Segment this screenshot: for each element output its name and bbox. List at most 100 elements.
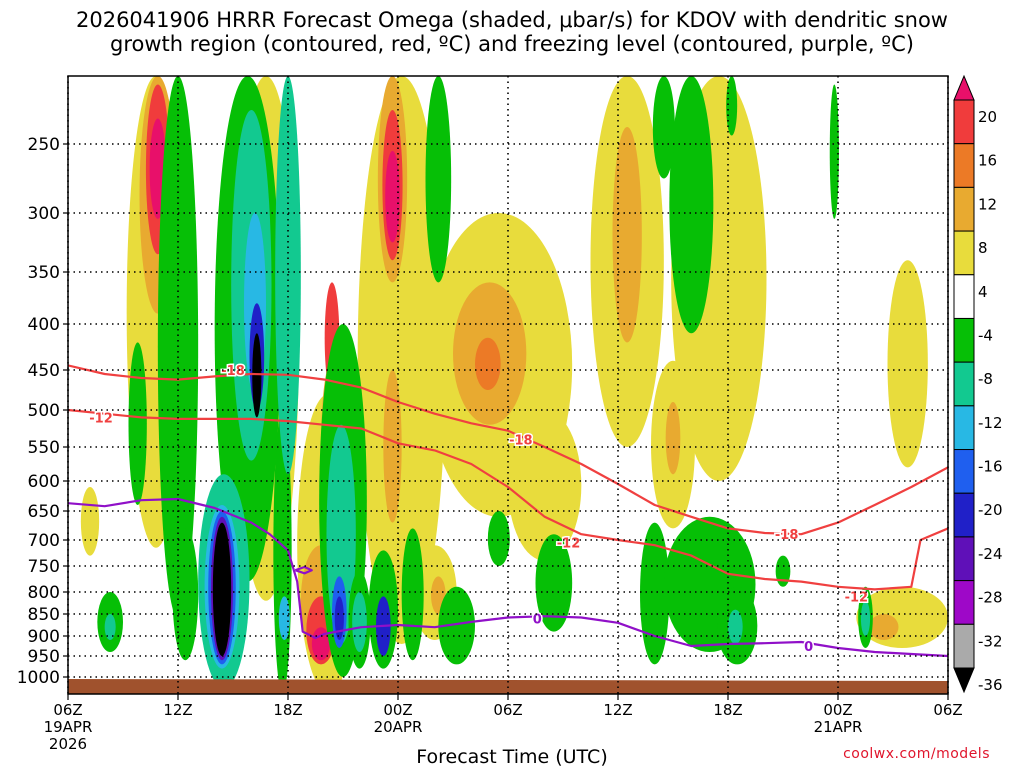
x-date-label-3-0: 20APR	[374, 718, 423, 736]
omega-region-26	[887, 260, 928, 468]
omega-region-34	[157, 76, 199, 619]
contour-label-2-1: 0	[804, 640, 813, 655]
omega-region-61	[535, 534, 573, 632]
y-tick-label-1000: 1000	[17, 668, 60, 688]
chart-title-line1: 2026041906 HRRR Forecast Omega (shaded, …	[75, 8, 948, 32]
colorbar-label-5: -4	[978, 326, 993, 344]
contour-label-0-1: -18	[509, 434, 533, 449]
y-tick-label-850: 850	[28, 605, 60, 625]
omega-region-62	[640, 522, 670, 665]
x-tick-label-5: 12Z	[603, 701, 632, 719]
omega-region-32	[104, 614, 116, 640]
colorbar-label-3: 8	[978, 239, 988, 257]
omega-region-22	[612, 127, 642, 343]
contour-label-1-2: -12	[845, 590, 869, 605]
x-tick-label-1: 12Z	[163, 701, 192, 719]
omega-region-67	[652, 76, 675, 179]
colorbar-label-2: 12	[978, 195, 997, 213]
omega-region-35	[172, 528, 199, 661]
x-tick-label-4: 06Z	[493, 701, 522, 719]
omega-region-19	[475, 337, 501, 390]
colorbar-box-6	[953, 317, 975, 363]
y-tick-label-250: 250	[28, 135, 60, 155]
contour-line-0	[68, 364, 948, 536]
chart-title-line2: growth region (contoured, red, ºC) and f…	[110, 32, 914, 56]
y-tick-label-700: 700	[28, 531, 60, 551]
omega-region-70	[860, 600, 871, 637]
colorbar-box-12	[953, 580, 975, 625]
colorbar-box-8	[953, 405, 975, 451]
colorbar-label-9: -20	[978, 501, 1003, 519]
colorbar-box-4	[953, 230, 975, 276]
colorbar: 20 16 12 8 4 -4 -8 -12 -16 -20 -24 -28 -32 -36	[953, 74, 1003, 694]
contour-line-3	[294, 565, 313, 575]
colorbar-label-10: -24	[978, 545, 1003, 563]
omega-region-45	[212, 522, 232, 656]
x-axis-title: Forecast Time (UTC)	[416, 746, 608, 768]
y-tick-label-600: 600	[28, 472, 60, 492]
credit-text[interactable]: coolwx.com/models	[843, 746, 990, 762]
omega-region-52	[334, 596, 344, 640]
colorbar-label-4: 4	[978, 283, 988, 301]
colorbar-label-0: 20	[978, 108, 997, 126]
colorbar-box-2	[953, 143, 975, 188]
x-tick-label-0: 06Z	[53, 701, 82, 719]
y-tick-label-450: 450	[28, 361, 60, 381]
colorbar-label-1: 16	[978, 152, 997, 170]
colorbar-box-9	[953, 449, 975, 494]
x-tick-label-2: 18Z	[273, 701, 302, 719]
colorbar-box-11	[953, 536, 975, 582]
colorbar-label-12: -32	[978, 632, 1003, 650]
y-tick-label-350: 350	[28, 263, 60, 283]
colorbar-box-10	[953, 492, 975, 538]
x-tick-label-3: 00Z	[383, 701, 412, 719]
y-tick-label-750: 750	[28, 557, 60, 577]
y-tick-label-300: 300	[28, 204, 60, 224]
omega-region-28	[869, 614, 899, 640]
colorbar-top-arrow	[953, 74, 975, 101]
omega-region-60	[487, 511, 510, 566]
colorbar-box-3	[953, 186, 975, 232]
x-tick-label-6: 18Z	[713, 701, 742, 719]
colorbar-box-7	[953, 361, 975, 407]
colorbar-label-13: -36	[978, 676, 1003, 694]
plot-area: -18 -18 -18 -12 -12 -12 0 0 250 300 350 400 450 500 55…	[17, 75, 963, 753]
y-tick-label-400: 400	[28, 315, 60, 335]
y-tick-label-500: 500	[28, 401, 60, 421]
omega-region-33	[128, 342, 147, 506]
omega-region-68	[726, 76, 738, 136]
omega-region-59	[438, 586, 475, 665]
contour-line-2	[68, 497, 948, 658]
x-date-label-0-0: 19APR	[44, 718, 93, 736]
x-tick-label-8: 06Z	[933, 701, 962, 719]
omega-region-71	[829, 84, 839, 219]
y-tick-label-950: 950	[28, 647, 60, 667]
contour-label-0-0: -18	[221, 364, 245, 379]
omega-region-57	[401, 528, 424, 661]
colorbar-bottom-arrow	[953, 667, 975, 694]
omega-region-25	[665, 402, 681, 475]
contour-label-0-2: -18	[775, 528, 799, 543]
y-tick-label-900: 900	[28, 627, 60, 647]
x-date-label-0-1: 2026	[49, 735, 87, 753]
omega-region-0	[80, 487, 100, 556]
omega-region-15	[385, 150, 400, 243]
colorbar-box-5	[953, 274, 975, 319]
y-tick-label-800: 800	[28, 583, 60, 603]
colorbar-box-1	[953, 99, 975, 145]
contour-label-2-0: 0	[533, 612, 542, 627]
colorbar-box-13	[953, 623, 975, 669]
colorbar-label-7: -12	[978, 414, 1003, 432]
omega-region-58	[425, 76, 452, 283]
omega-region-66	[669, 76, 714, 334]
omega-region-72	[775, 555, 791, 587]
y-tick-label-550: 550	[28, 438, 60, 458]
colorbar-label-6: -8	[978, 370, 993, 388]
omega-region-40	[252, 333, 262, 418]
contour-label-1-1: -12	[557, 537, 581, 552]
x-tick-label-7: 00Z	[823, 701, 852, 719]
colorbar-label-11: -28	[978, 589, 1003, 607]
colorbar-label-8: -16	[978, 458, 1003, 476]
x-date-label-7-0: 21APR	[814, 718, 863, 736]
